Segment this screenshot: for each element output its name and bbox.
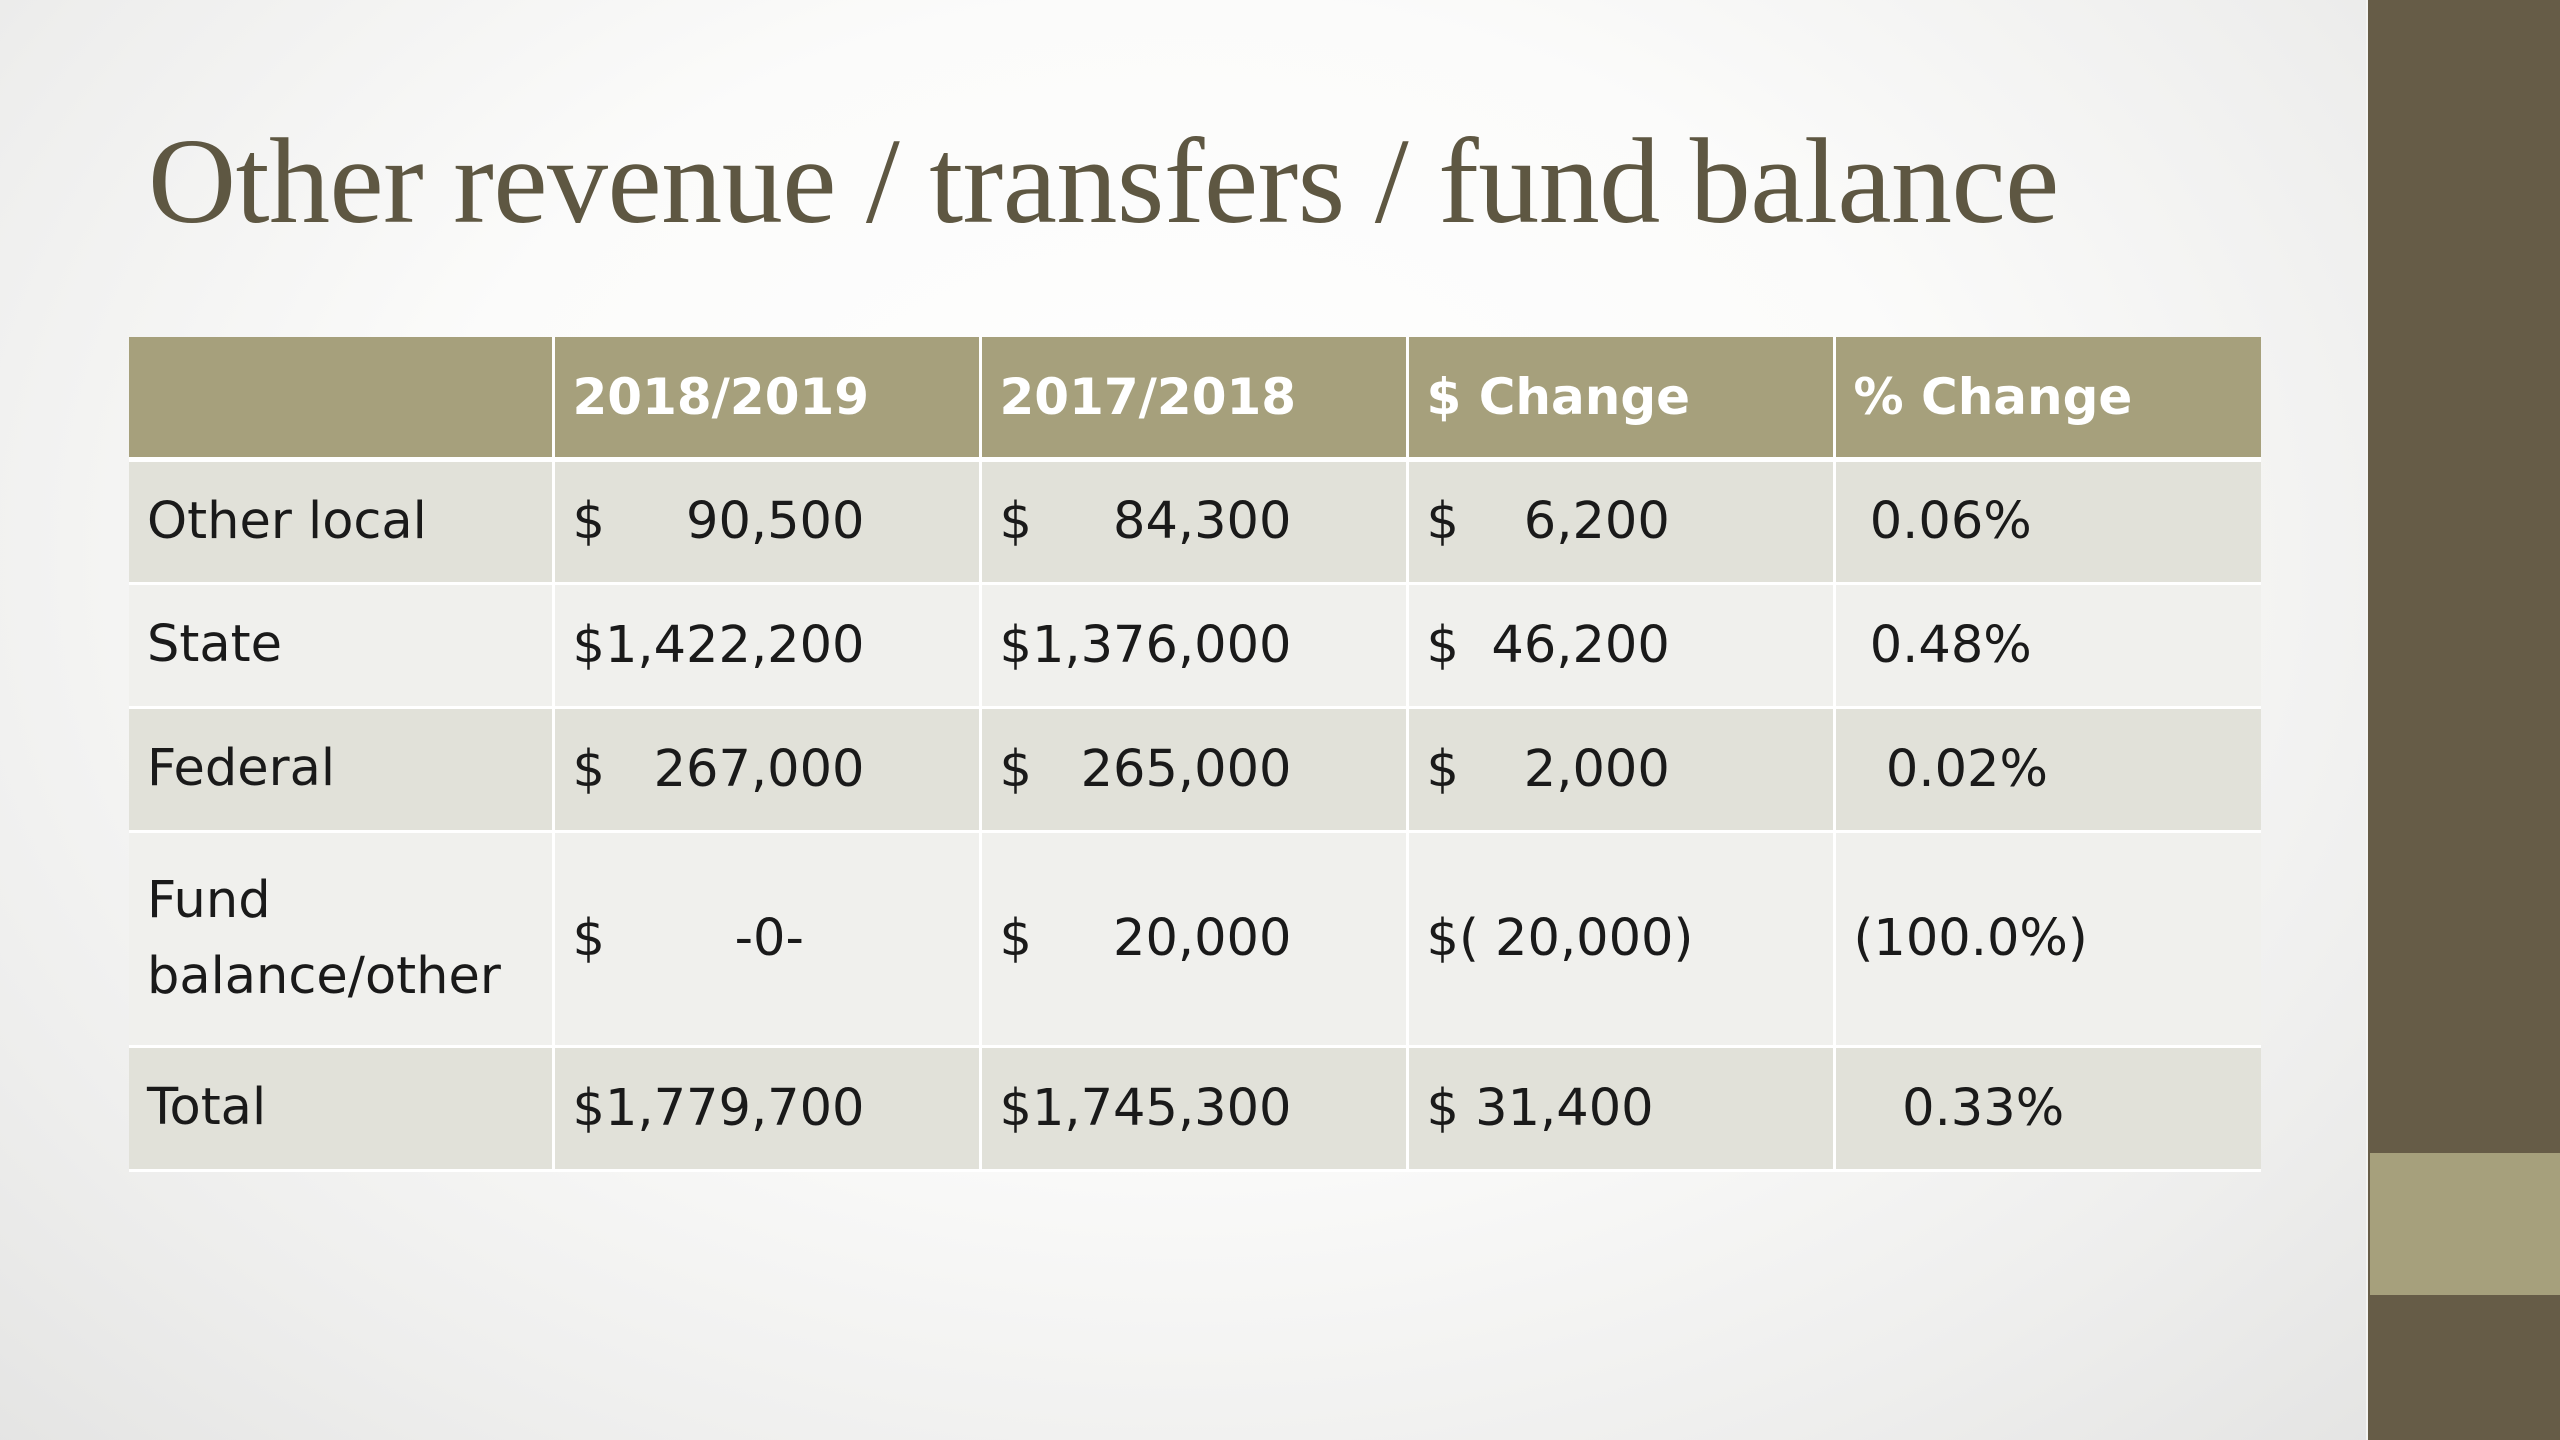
header-2017-2018: 2017/2018 [980,337,1409,462]
header-2018-2019: 2018/2019 [553,337,982,462]
table-row: State $1,422,200 $1,376,000 $ 46,200 0.4… [129,583,2261,709]
cell-percent-change: (100.0%) [1834,831,2261,1048]
cell-2018-2019: $ -0- [553,831,982,1048]
row-label: Federal [129,707,555,833]
cell-dollar-change: $( 20,000) [1407,831,1836,1048]
cell-dollar-change: $ 6,200 [1407,459,1836,585]
row-label: Total [129,1046,555,1172]
cell-dollar-change: $ 31,400 [1407,1046,1836,1172]
row-label: Other local [129,459,555,585]
row-label: Fund balance/other [129,831,555,1048]
revenue-table: 2018/2019 2017/2018 $ Change % Change Ot… [129,337,2261,1172]
cell-2017-2018: $ 265,000 [980,707,1409,833]
cell-dollar-change: $ 46,200 [1407,583,1836,709]
cell-2018-2019: $ 267,000 [553,707,982,833]
row-label: State [129,583,555,709]
header-percent-change: % Change [1834,337,2261,462]
side-divider [2366,0,2369,1440]
slide-title: Other revenue / transfers / fund balance [148,114,2059,249]
cell-2017-2018: $1,745,300 [980,1046,1409,1172]
cell-2017-2018: $1,376,000 [980,583,1409,709]
table-row-total: Total $1,779,700 $1,745,300 $ 31,400 0.3… [129,1046,2261,1172]
cell-dollar-change: $ 2,000 [1407,707,1836,833]
table-row: Federal $ 267,000 $ 265,000 $ 2,000 0.02… [129,707,2261,833]
cell-percent-change: 0.48% [1834,583,2261,709]
table-header-row: 2018/2019 2017/2018 $ Change % Change [129,337,2261,462]
cell-2018-2019: $1,422,200 [553,583,982,709]
cell-percent-change: 0.06% [1834,459,2261,585]
cell-percent-change: 0.33% [1834,1046,2261,1172]
cell-2018-2019: $1,779,700 [553,1046,982,1172]
header-dollar-change: $ Change [1407,337,1836,462]
cell-percent-change: 0.02% [1834,707,2261,833]
side-decor-accent [2370,1153,2560,1295]
table-row: Other local $ 90,500 $ 84,300 $ 6,200 0.… [129,459,2261,585]
table-row: Fund balance/other $ -0- $ 20,000 $( 20,… [129,831,2261,1048]
cell-2018-2019: $ 90,500 [553,459,982,585]
header-label-cell [129,337,555,462]
cell-2017-2018: $ 20,000 [980,831,1409,1048]
cell-2017-2018: $ 84,300 [980,459,1409,585]
